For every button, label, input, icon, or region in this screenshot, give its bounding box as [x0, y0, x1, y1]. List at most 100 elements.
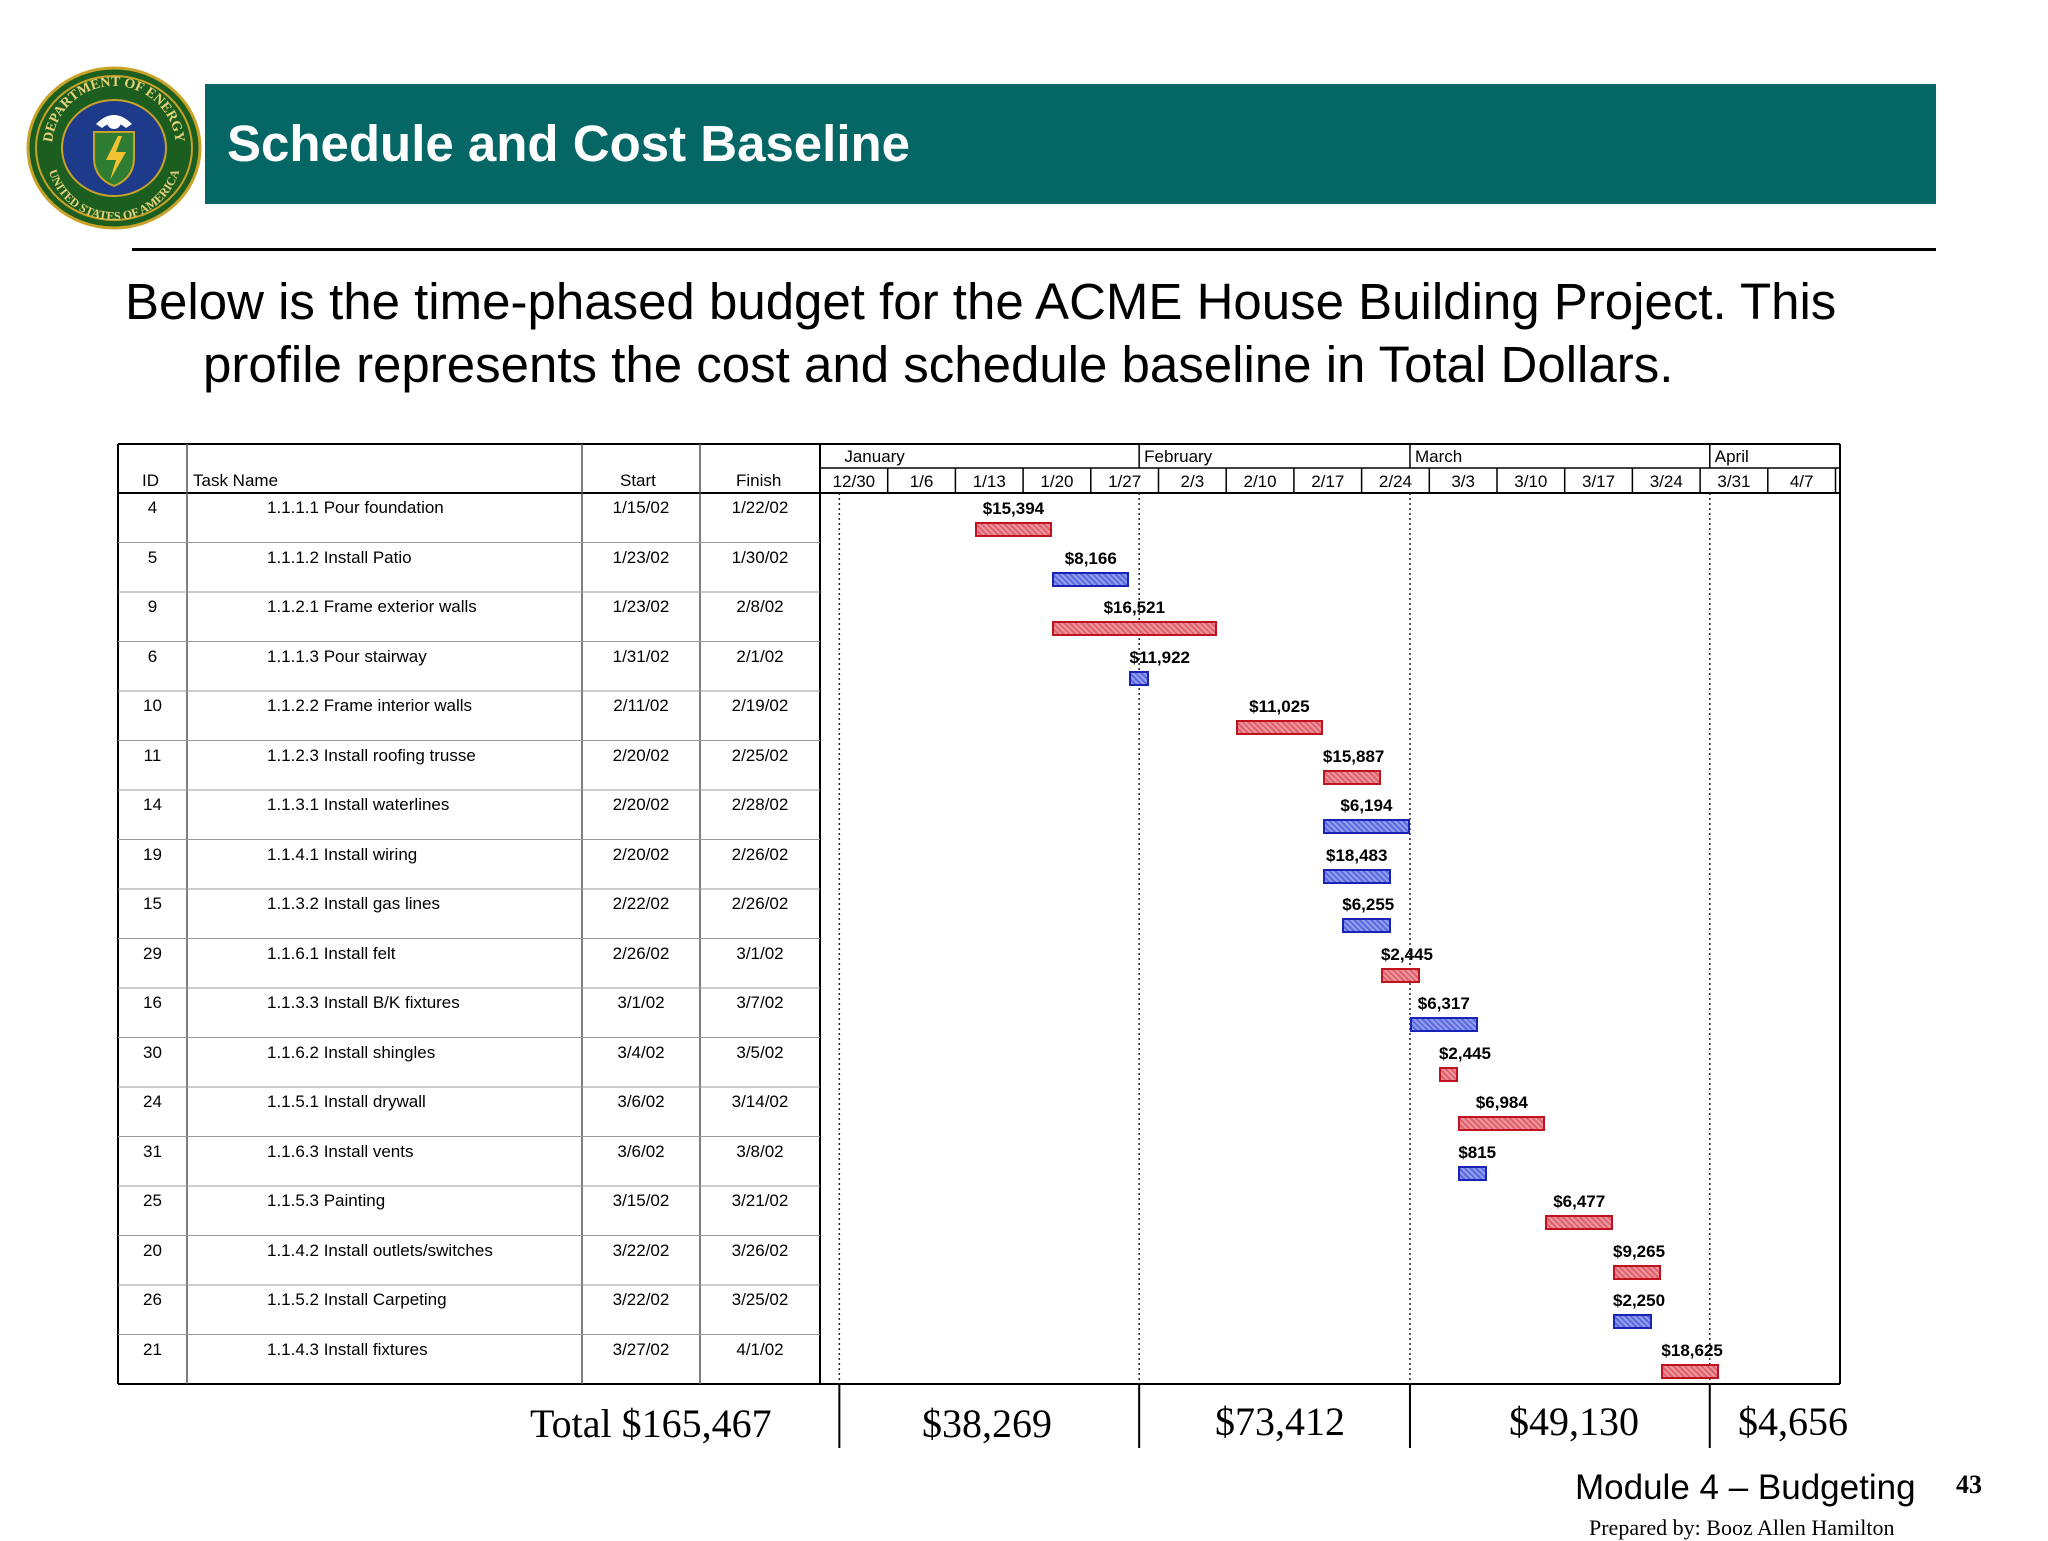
table-row-id: 21 — [143, 1339, 162, 1359]
table-row-id: 16 — [143, 993, 162, 1012]
table-row-finish: 2/26/02 — [731, 894, 789, 913]
intro-text-line-2: profile represents the cost and schedule… — [203, 336, 1674, 393]
table-row-finish: 2/28/02 — [731, 795, 789, 814]
table-row-start: 3/22/02 — [612, 1240, 670, 1260]
table-row-task: 1.1.1.2 Install Patio — [267, 547, 412, 567]
table-row-start: 3/6/02 — [617, 1092, 665, 1111]
gantt-bar — [1322, 769, 1381, 785]
week-label: 3/3 — [1451, 472, 1475, 491]
month-label: February — [1144, 447, 1213, 466]
table-row-task: 1.1.6.3 Install vents — [267, 1141, 414, 1161]
gantt-cost-label: $15,887 — [1322, 746, 1385, 766]
table-row-id: 14 — [143, 795, 162, 814]
week-label: 2/3 — [1180, 472, 1205, 491]
week-label: 3/10 — [1514, 472, 1548, 491]
table-row-task: 1.1.6.1 Install felt — [267, 943, 396, 963]
table-row-start: 3/4/02 — [617, 1042, 665, 1062]
table-row-finish: 3/8/02 — [736, 1141, 784, 1161]
footer-prepared-by: Prepared by: Booz Allen Hamilton — [1589, 1515, 1895, 1540]
table-row-id: 6 — [147, 646, 158, 666]
gantt-cost-label: $6,984 — [1475, 1093, 1528, 1112]
week-label: 3/17 — [1581, 472, 1616, 491]
table-row-id: 26 — [143, 1290, 162, 1309]
table-row-start: 1/15/02 — [612, 498, 670, 517]
week-label: 2/17 — [1311, 472, 1345, 491]
gantt-bar — [1409, 1017, 1478, 1032]
table-row-finish: 3/21/02 — [731, 1191, 789, 1210]
gantt-cost-label: $8,166 — [1064, 548, 1117, 568]
week-label: 1/20 — [1040, 472, 1074, 491]
header-finish: Finish — [736, 471, 782, 490]
table-row-task: 1.1.4.1 Install wiring — [267, 844, 418, 864]
table-row-finish: 3/14/02 — [731, 1092, 789, 1111]
table-row-id: 5 — [147, 547, 158, 567]
gantt-bar — [1322, 868, 1391, 884]
page-number: 43 — [1956, 1470, 1982, 1499]
table-row-finish: 4/1/02 — [736, 1339, 784, 1359]
table-row-id: 9 — [147, 597, 158, 616]
table-row-task: 1.1.4.2 Install outlets/switches — [267, 1240, 493, 1260]
gantt-bar — [1661, 1363, 1720, 1379]
table-row-id: 10 — [143, 696, 162, 715]
table-row-start: 2/26/02 — [612, 943, 670, 963]
table-row-task: 1.1.5.1 Install drywall — [267, 1092, 426, 1111]
month-label: January — [844, 447, 905, 466]
week-label: 2/10 — [1243, 472, 1277, 491]
table-row-finish: 2/1/02 — [736, 646, 784, 666]
gantt-bar — [1342, 918, 1391, 933]
table-row-finish: 2/19/02 — [731, 696, 789, 715]
table-row-id: 29 — [143, 943, 162, 963]
april-total: $4,656 — [1738, 1399, 1848, 1444]
gantt-cost-label: $2,445 — [1380, 944, 1433, 964]
table-row-start: 1/23/02 — [612, 547, 670, 567]
table-row-start: 3/1/02 — [617, 993, 665, 1012]
table-row-start: 1/31/02 — [612, 646, 670, 666]
gantt-bar — [1458, 1165, 1488, 1181]
gantt-bar — [1380, 967, 1420, 983]
gantt-cost-label: $815 — [1458, 1142, 1497, 1162]
table-row-task: 1.1.3.1 Install waterlines — [267, 795, 450, 814]
table-row-task: 1.1.5.2 Install Carpeting — [267, 1290, 447, 1309]
month-label: April — [1714, 447, 1749, 466]
gantt-cost-label: $18,625 — [1661, 1340, 1723, 1360]
march-total: $49,130 — [1509, 1399, 1639, 1444]
gantt-bar — [974, 522, 1053, 537]
table-row-id: 25 — [143, 1191, 162, 1210]
table-row-finish: 3/1/02 — [736, 943, 784, 963]
table-row-start: 2/11/02 — [613, 696, 669, 715]
table-row-task: 1.1.2.3 Install roofing trusse — [267, 745, 476, 765]
table-row-start: 3/27/02 — [612, 1339, 670, 1359]
table-row-start: 2/20/02 — [612, 795, 670, 814]
gantt-bar — [1438, 1066, 1459, 1082]
table-row-start: 3/6/02 — [617, 1141, 665, 1161]
gantt-bar — [1052, 621, 1217, 636]
table-row-id: 11 — [143, 745, 162, 765]
month-label: March — [1414, 447, 1463, 466]
total-cost: Total $165,467 — [530, 1401, 772, 1446]
week-label: 3/31 — [1717, 472, 1751, 491]
table-row-task: 1.1.2.2 Frame interior walls — [267, 696, 473, 715]
table-row-id: 31 — [143, 1141, 162, 1161]
table-row-finish: 2/26/02 — [731, 844, 789, 864]
table-row-finish: 1/22/02 — [731, 498, 789, 517]
table-row-task: 1.1.6.2 Install shingles — [267, 1042, 436, 1062]
table-row-task: 1.1.3.3 Install B/K fixtures — [267, 993, 460, 1012]
week-label: 1/6 — [909, 472, 934, 491]
week-label: 2/24 — [1378, 472, 1412, 491]
gantt-bar — [1545, 1215, 1614, 1230]
week-label: 4/7 — [1789, 472, 1814, 491]
gantt-cost-label: $6,477 — [1553, 1192, 1606, 1211]
gantt-cost-label: $2,445 — [1438, 1043, 1491, 1063]
gantt-bar — [1129, 670, 1149, 686]
gantt-cost-label: $9,265 — [1613, 1241, 1666, 1261]
page-title: Schedule and Cost Baseline — [227, 115, 911, 172]
title-bar — [205, 84, 1936, 204]
table-row-id: 15 — [143, 894, 162, 913]
week-label: 3/24 — [1649, 472, 1683, 491]
table-row-id: 30 — [143, 1042, 162, 1062]
gantt-cost-label: $6,255 — [1342, 895, 1395, 914]
week-label: 1/13 — [972, 472, 1006, 491]
table-row-finish: 3/26/02 — [731, 1240, 789, 1260]
table-row-task: 1.1.3.2 Install gas lines — [267, 894, 440, 913]
